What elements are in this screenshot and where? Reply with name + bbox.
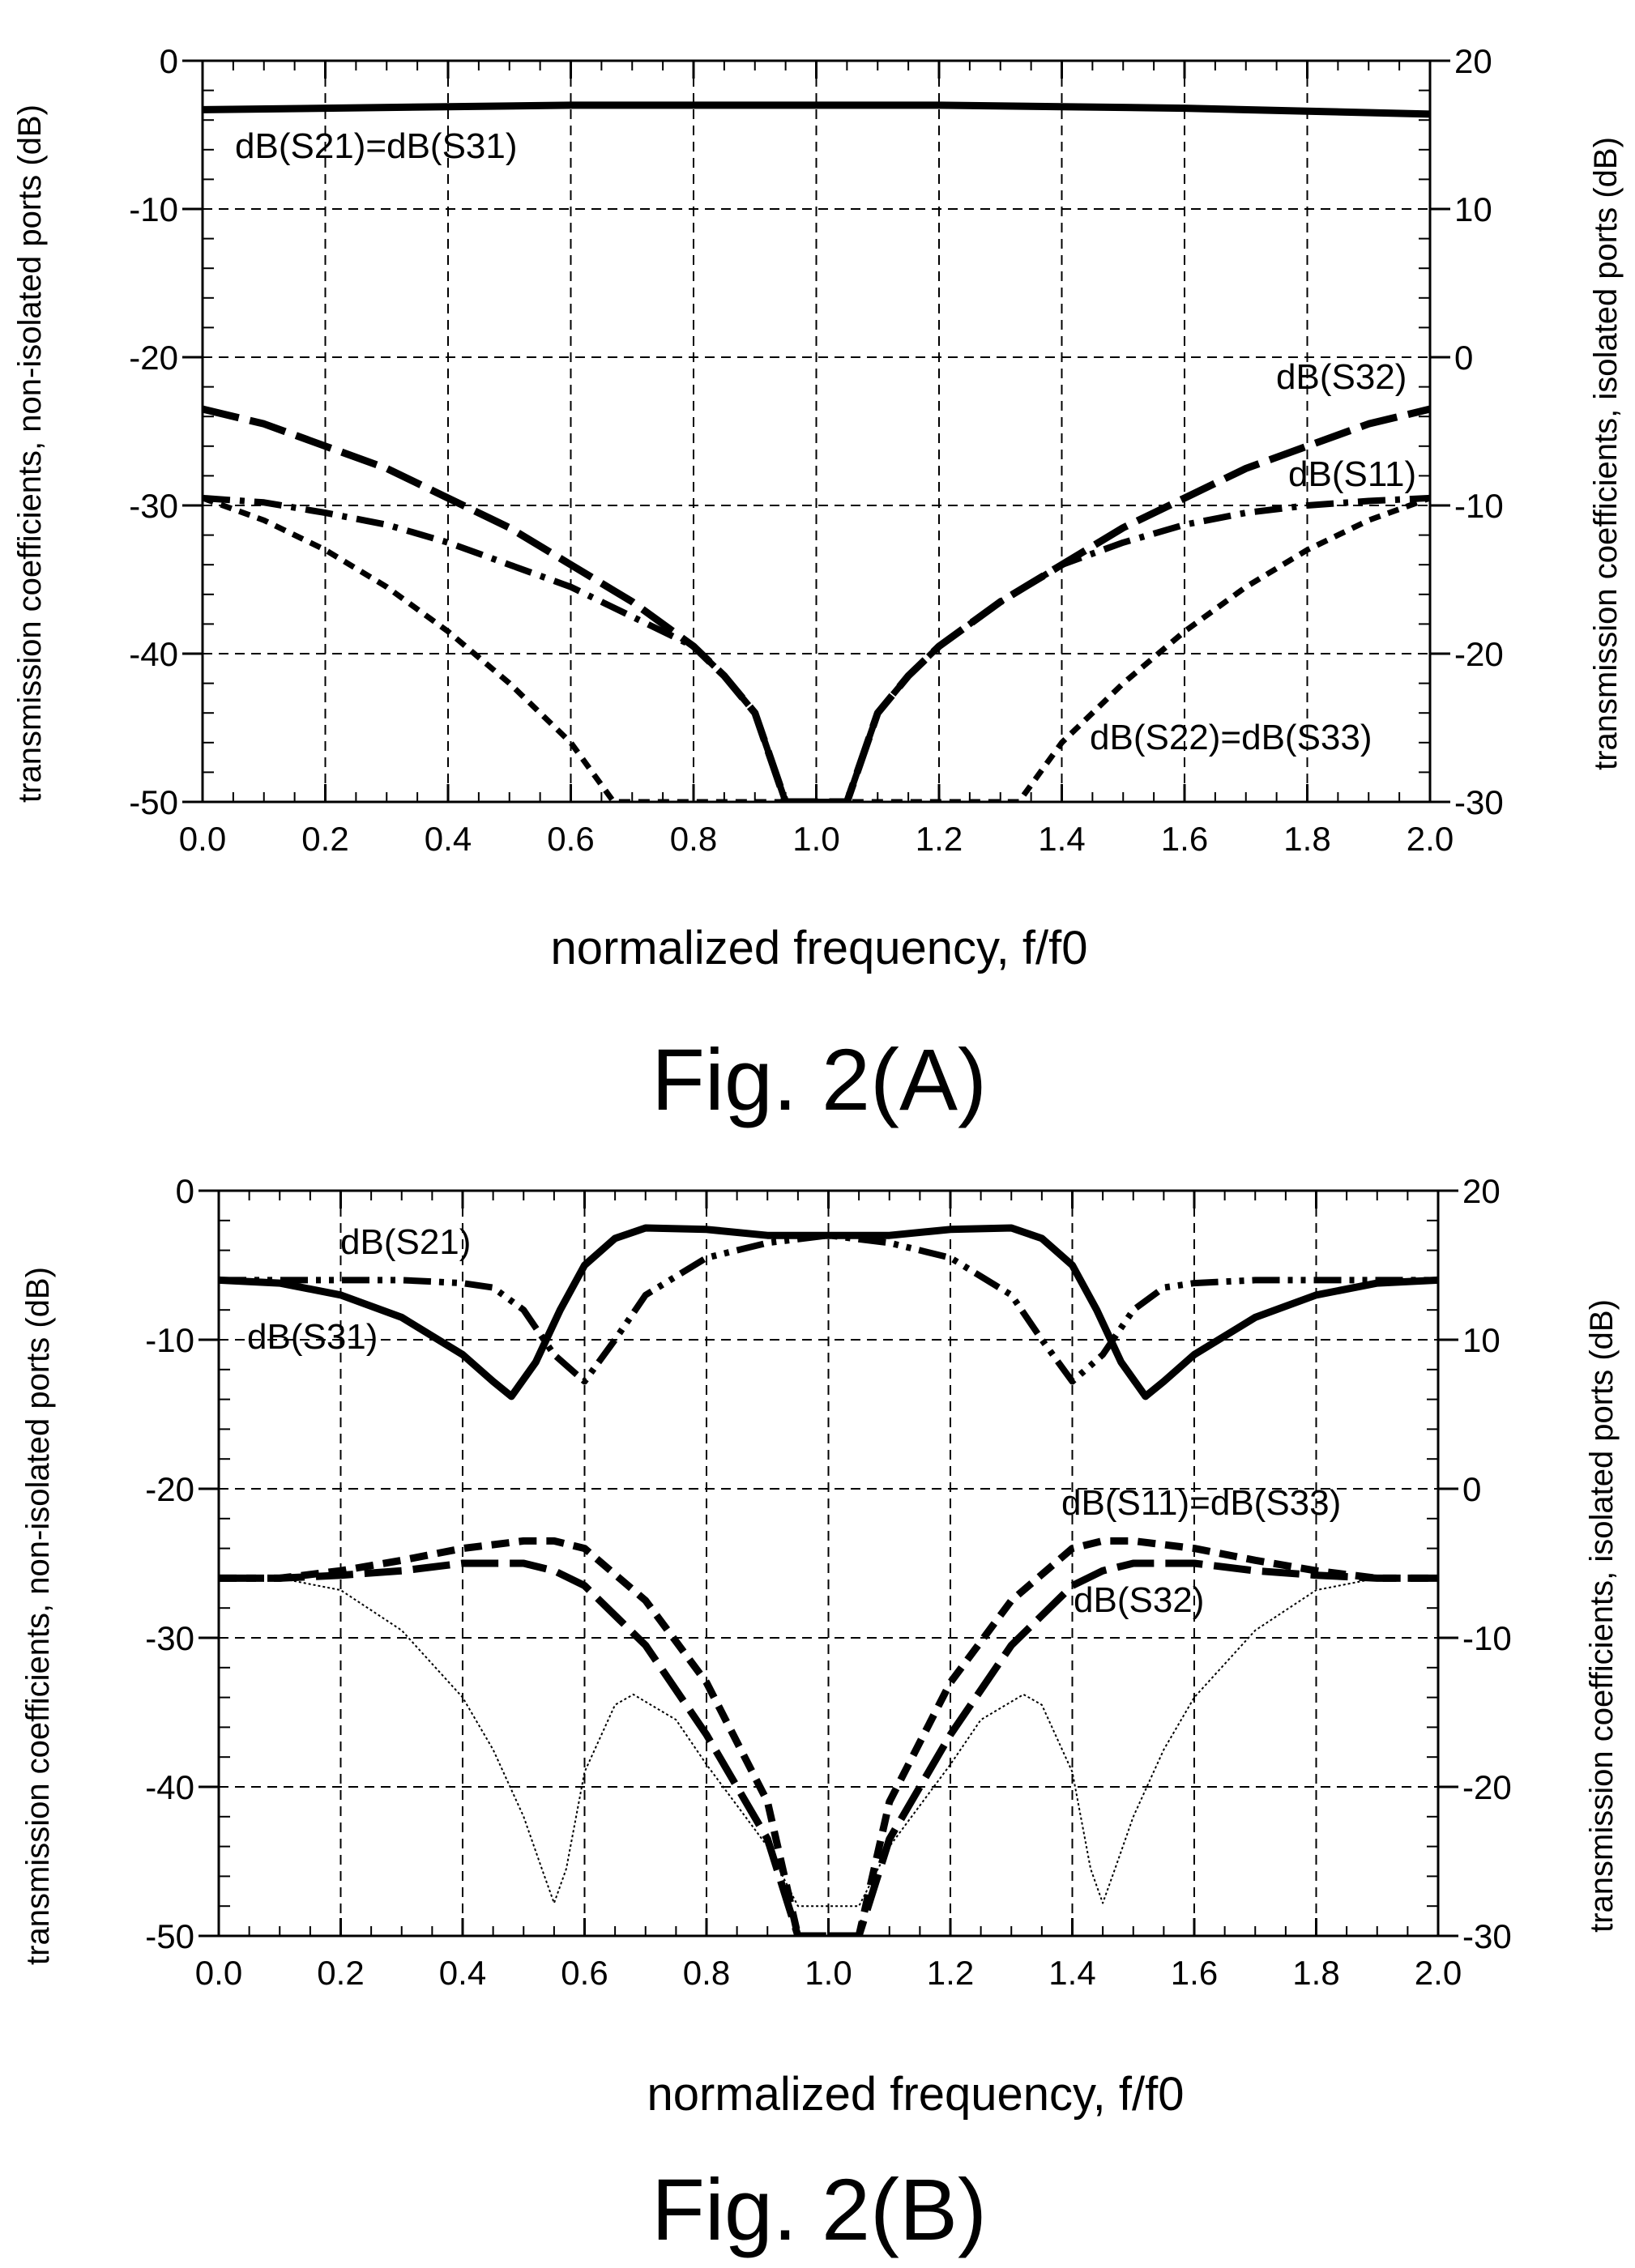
x-tick-label: 0.4 — [425, 820, 472, 858]
chart-b-caption: Fig. 2(B) — [651, 2160, 987, 2258]
series-line-0 — [203, 101, 1430, 118]
y-tick-label: -40 — [129, 635, 178, 673]
series-line-1 — [219, 1232, 1438, 1385]
chart-b-y2label: transmission coefficients, isolated port… — [1584, 1299, 1620, 1933]
chart-b-series — [219, 1224, 1438, 1936]
series-line-1 — [203, 405, 1430, 802]
chart-a-annotation-s32: dB(S32) — [1276, 357, 1407, 397]
y2-tick-label: -30 — [1454, 783, 1504, 821]
chart-b-annotation-s11-s33: dB(S11)=dB(S33) — [1061, 1483, 1341, 1523]
chart-a-annotation-s21-s31: dB(S21)=dB(S31) — [235, 126, 518, 166]
y2-tick-label: 0 — [1462, 1470, 1481, 1508]
x-tick-label: 2.0 — [1415, 1954, 1462, 1992]
y2-tick-label: -10 — [1462, 1619, 1512, 1657]
y-tick-label: -30 — [129, 487, 178, 525]
x-tick-label: 1.4 — [1038, 820, 1085, 858]
chart-a-annotation-s11: dB(S11) — [1288, 454, 1416, 494]
y-tick-label: -50 — [145, 1917, 194, 1955]
y2-tick-label: 20 — [1454, 42, 1492, 80]
x-tick-label: 0.4 — [439, 1954, 486, 1992]
x-tick-label: 2.0 — [1407, 820, 1454, 858]
x-tick-label: 1.2 — [927, 1954, 974, 1992]
x-tick-label: 0.0 — [179, 820, 226, 858]
y2-tick-label: 10 — [1462, 1321, 1501, 1359]
chart-a: 0.0 0.2 0.4 0.6 0.8 1.0 1.2 1.4 1.6 1.8 2.0 0 -10 -20… — [12, 42, 1624, 1128]
chart-a-grid — [203, 61, 1430, 802]
x-tick-label: 1.6 — [1171, 1954, 1218, 1992]
chart-b: 0.0 0.2 0.4 0.6 0.8 1.0 1.2 1.4 1.6 1.8 2.0 0 -10 -20… — [20, 1172, 1620, 2258]
chart-a-ylabel: transmission coefficients, non-isolated … — [12, 104, 48, 803]
x-tick-label: 1.0 — [805, 1954, 852, 1992]
series-line-4 — [280, 1577, 1377, 1908]
chart-a-caption: Fig. 2(A) — [651, 1030, 987, 1128]
x-tick-label: 1.6 — [1161, 820, 1208, 858]
x-tick-label: 0.6 — [561, 1954, 608, 1992]
chart-a-annotation-s22-s33: dB(S22)=dB(S33) — [1090, 718, 1372, 757]
y-tick-label: -20 — [129, 339, 178, 377]
y2-tick-label: -30 — [1462, 1917, 1512, 1955]
y-tick-label: -50 — [129, 783, 178, 821]
y-tick-label: 0 — [160, 42, 178, 80]
series-line-2 — [219, 1537, 1438, 1936]
x-tick-label: 1.0 — [792, 820, 839, 858]
y-tick-label: -10 — [145, 1321, 194, 1359]
chart-a-y2label: transmission coefficients, isolated port… — [1588, 137, 1624, 770]
chart-a-tick-labels: 0.0 0.2 0.4 0.6 0.8 1.0 1.2 1.4 1.6 1.8 2.0 0 -10 -20… — [129, 42, 1503, 858]
chart-b-xlabel: normalized frequency, f/f0 — [647, 2068, 1184, 2121]
chart-b-annotation-s31: dB(S31) — [247, 1317, 378, 1357]
chart-b-axes — [199, 1189, 1458, 1938]
y-tick-label: -20 — [145, 1470, 194, 1508]
x-tick-label: 0.0 — [195, 1954, 242, 1992]
y2-tick-label: -20 — [1462, 1768, 1512, 1806]
x-tick-label: 1.2 — [916, 820, 963, 858]
y-tick-label: 0 — [176, 1172, 194, 1210]
x-tick-label: 1.8 — [1292, 1954, 1339, 1992]
y2-tick-label: 20 — [1462, 1172, 1501, 1210]
y-tick-label: -10 — [129, 190, 178, 228]
y2-tick-label: -20 — [1454, 635, 1504, 673]
x-tick-label: 0.2 — [317, 1954, 364, 1992]
series-line-0 — [219, 1224, 1438, 1400]
x-tick-label: 1.8 — [1283, 820, 1330, 858]
chart-b-annotation-s21: dB(S21) — [340, 1222, 471, 1262]
chart-b-ylabel: transmission coefficients, non-isolated … — [20, 1267, 56, 1965]
chart-a-series — [203, 101, 1430, 802]
plot-frame — [201, 59, 1432, 804]
y2-tick-label: 10 — [1454, 190, 1492, 228]
y2-tick-label: 0 — [1454, 339, 1473, 377]
x-tick-label: 0.2 — [301, 820, 348, 858]
y-tick-label: -40 — [145, 1768, 194, 1806]
chart-a-xlabel: normalized frequency, f/f0 — [550, 922, 1087, 974]
y-tick-label: -30 — [145, 1619, 194, 1657]
chart-b-annotation-s32: dB(S32) — [1074, 1580, 1204, 1620]
chart-b-tick-labels: 0.0 0.2 0.4 0.6 0.8 1.0 1.2 1.4 1.6 1.8 2.0 0 -10 -20… — [145, 1172, 1511, 1992]
x-tick-label: 0.6 — [547, 820, 594, 858]
x-tick-label: 1.4 — [1048, 1954, 1095, 1992]
y2-tick-label: -10 — [1454, 487, 1504, 525]
x-tick-label: 0.8 — [670, 820, 717, 858]
x-tick-label: 0.8 — [683, 1954, 730, 1992]
chart-a-axes — [182, 59, 1450, 804]
